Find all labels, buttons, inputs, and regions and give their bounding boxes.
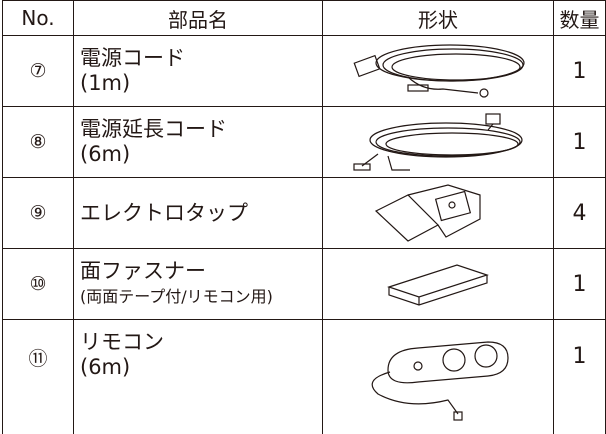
remote-icon <box>371 341 509 421</box>
power-cord-icon <box>353 44 525 98</box>
note: (両面テープ付/リモコン用) <box>80 287 273 306</box>
name: エレクトロタップ <box>80 200 248 225</box>
note: (1m) <box>80 71 131 95</box>
shape-cell <box>322 177 554 249</box>
row: ⑦ 電源コード (1m) 1 <box>2 35 606 107</box>
name-cell: 電源延長コード (6m) <box>73 106 323 178</box>
electro-tap-icon <box>374 184 481 242</box>
fastener-icon <box>387 264 489 306</box>
shape-cell <box>322 35 554 107</box>
qty: 4 <box>553 177 606 249</box>
note: (6m) <box>80 142 131 166</box>
header-row: No. 部品名 形状 数量 <box>2 0 606 36</box>
row: ⑪ リモコン (6m) 1 <box>2 319 606 434</box>
no: ⑩ <box>2 248 74 320</box>
header-cell: 形状 <box>322 0 554 36</box>
shape-cell <box>322 248 554 320</box>
name: リモコン <box>80 330 164 354</box>
shape-cell <box>322 106 554 178</box>
qty: 1 <box>553 248 606 320</box>
header-cell: 数量 <box>553 0 606 36</box>
header-cell: No. <box>2 0 74 36</box>
header-cell: 部品名 <box>73 0 323 36</box>
extension-cord-icon <box>353 113 523 171</box>
shape-cell <box>322 319 554 434</box>
note: (6m) <box>80 355 131 379</box>
qty: 1 <box>553 319 606 434</box>
row: ⑧ 電源延長コード (6m) 1 <box>2 106 606 178</box>
name-cell: リモコン (6m) <box>73 319 323 434</box>
no: ⑧ <box>2 106 74 178</box>
name-cell: 電源コード (1m) <box>73 35 323 107</box>
name-cell: 面ファスナー (両面テープ付/リモコン用) <box>73 248 323 320</box>
no: ⑦ <box>2 35 74 107</box>
no: ⑨ <box>2 177 74 249</box>
name: 面ファスナー <box>80 259 206 283</box>
qty: 1 <box>553 106 606 178</box>
name-cell: エレクトロタップ <box>73 177 323 249</box>
qty: 1 <box>553 35 606 107</box>
name: 電源延長コード <box>80 117 227 141</box>
row: ⑩ 面ファスナー (両面テープ付/リモコン用) 1 <box>2 248 606 320</box>
name: 電源コード <box>80 46 185 70</box>
no: ⑪ <box>2 319 74 434</box>
row: ⑨ エレクトロタップ 4 <box>2 177 606 249</box>
